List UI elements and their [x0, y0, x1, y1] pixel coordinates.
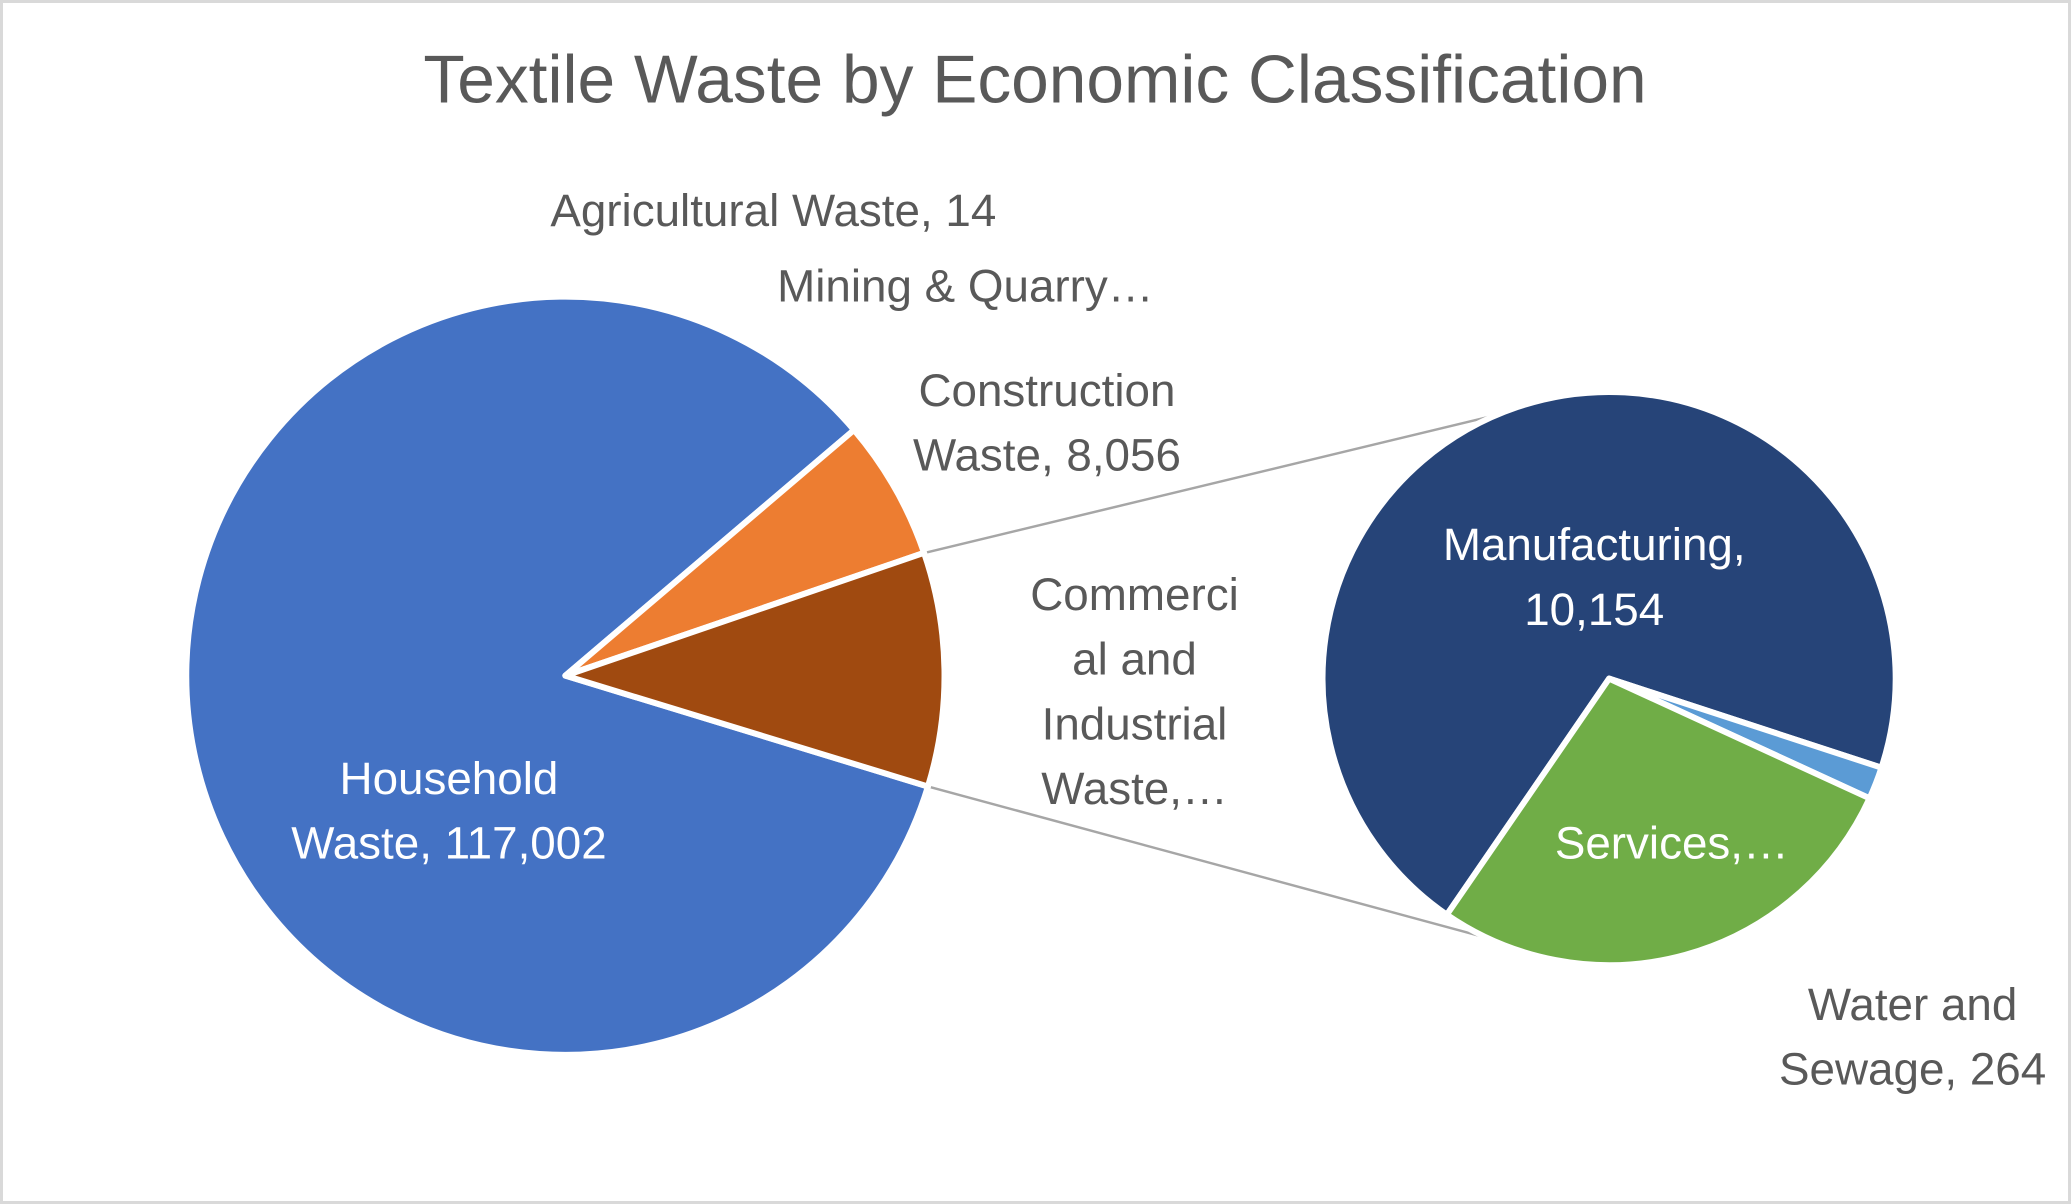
connector-line [927, 785, 1501, 943]
secondary-pie [1319, 389, 1899, 969]
chart-title: Textile Waste by Economic Classification [423, 43, 1646, 118]
label-line: Waste,… [1041, 763, 1227, 814]
data-label-manufacturing: Manufacturing, 10,154 [1443, 519, 1746, 635]
data-label-construction-waste: Construction Waste, 8,056 [913, 365, 1181, 481]
label-line: Waste, 117,002 [291, 818, 606, 869]
data-label-mining-quarrying: Mining & Quarry… [777, 261, 1153, 312]
label-line: Commerci [1030, 569, 1239, 620]
label-line: Mining & Quarry… [777, 261, 1153, 312]
label-line: Household [340, 753, 559, 804]
label-line: Construction [918, 365, 1175, 416]
label-line: Water and [1808, 979, 2017, 1030]
label-line: Agricultural Waste, 14 [550, 185, 996, 236]
data-label-agricultural-waste: Agricultural Waste, 14 [550, 185, 996, 236]
connector-lines [923, 414, 1501, 943]
label-line: al and [1072, 634, 1197, 685]
label-line: 10,154 [1524, 584, 1664, 635]
slice-commercial-industrial-waste [562, 549, 948, 790]
main-pie [183, 293, 948, 1058]
label-line: Waste, 8,056 [913, 430, 1181, 481]
data-label-services: Services,… [1555, 818, 1789, 869]
pie-of-pie-chart: Textile Waste by Economic Classification… [183, 43, 2046, 1095]
connector-line [923, 414, 1494, 555]
slice-services [1443, 675, 1873, 969]
label-line: Services,… [1555, 818, 1789, 869]
label-line: Sewage, 264 [1779, 1044, 2046, 1095]
data-label-commercial-industrial-waste: Commerci al and Industrial Waste,… [1030, 569, 1239, 814]
slice-manufacturing [1319, 389, 1899, 918]
label-line: Manufacturing, [1443, 519, 1746, 570]
data-label-household-waste: Household Waste, 117,002 [291, 753, 606, 869]
data-label-water-and-sewage: Water and Sewage, 264 [1779, 979, 2046, 1095]
slice-household-waste [183, 293, 931, 1058]
label-line: Industrial [1042, 698, 1228, 749]
